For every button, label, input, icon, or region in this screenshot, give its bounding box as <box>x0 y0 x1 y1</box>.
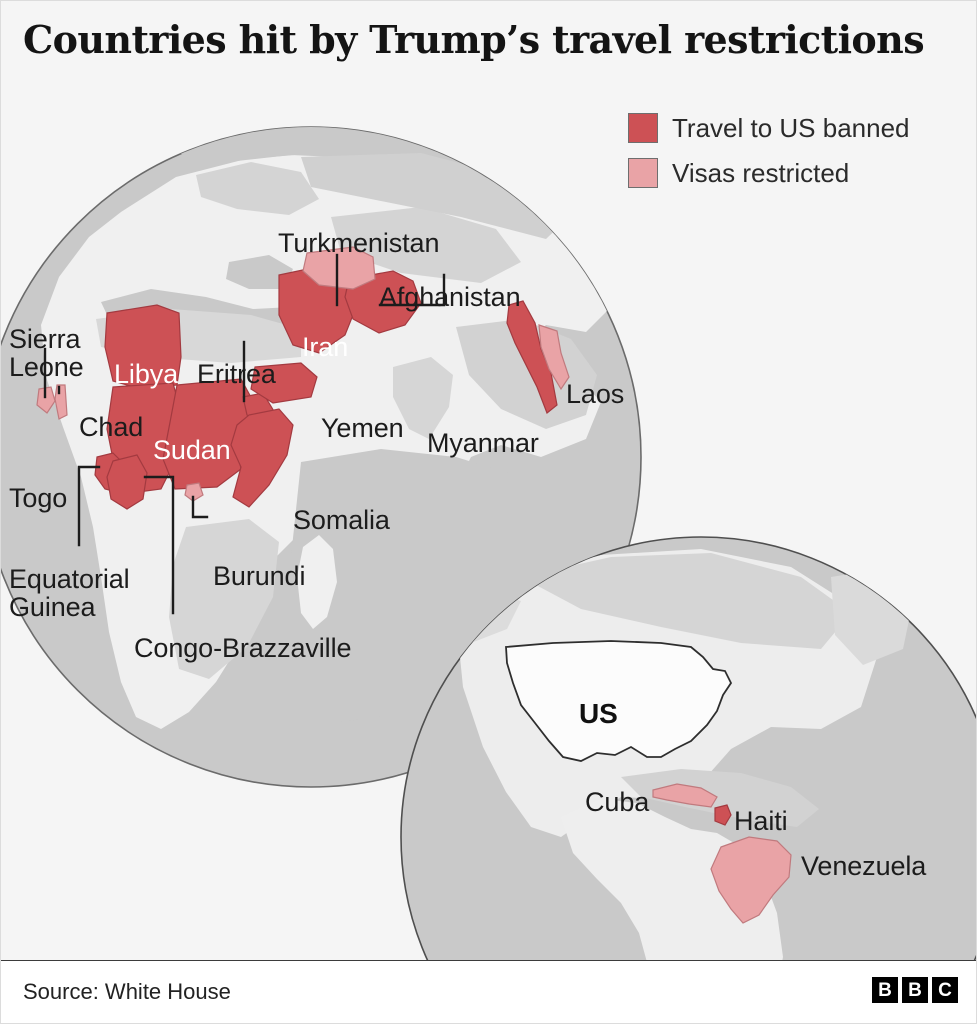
source-attribution: Source: White House <box>23 979 231 1004</box>
legend-swatch-banned <box>628 112 658 143</box>
legend-label-restricted: Visas restricted <box>672 157 850 188</box>
land-canada-shade <box>521 553 851 649</box>
footer: Source: White House B B C <box>1 960 976 1023</box>
land-southern-africa-shade <box>169 519 279 679</box>
legend-label-banned: Travel to US banned <box>672 112 910 143</box>
leader-equatorial-guinea <box>77 465 101 547</box>
leader-afghanistan <box>378 273 446 307</box>
bbc-logo-letter-1: B <box>872 977 898 1003</box>
land-scandinavia-shade <box>196 162 319 215</box>
bbc-logo-letter-2: B <box>902 977 928 1003</box>
country-afghanistan <box>344 270 422 334</box>
land-central-asia-shade <box>331 207 521 283</box>
country-congo-brazzaville <box>106 454 148 510</box>
bbc-logo: B B C <box>872 977 958 1003</box>
country-yemen <box>250 362 318 404</box>
land-madagascar <box>297 535 337 629</box>
land-india-subcontinent <box>393 357 453 439</box>
legend-swatch-restricted <box>628 157 658 188</box>
leader-congo-brazzaville <box>143 475 175 615</box>
country-laos <box>538 324 570 391</box>
country-haiti <box>714 804 732 826</box>
legend-item-restricted: Visas restricted <box>628 150 968 195</box>
country-libya <box>104 304 182 390</box>
country-sierra-leone <box>36 386 56 414</box>
country-somalia <box>230 408 294 508</box>
country-us <box>505 640 733 762</box>
country-burundi <box>184 482 204 502</box>
globe-western-hemisphere <box>400 536 976 963</box>
sea-black-caspian <box>226 255 293 289</box>
legend-item-banned: Travel to US banned <box>628 105 968 150</box>
world-map-graphic <box>1 126 976 963</box>
globe-eastern-leader-lines <box>43 253 446 615</box>
country-turkmenistan <box>302 246 376 290</box>
legend: Travel to US banned Visas restricted <box>628 105 968 195</box>
country-cuba <box>652 783 718 808</box>
land-se-asia-shade <box>456 319 597 429</box>
country-myanmar <box>506 300 558 414</box>
leader-burundi <box>191 495 209 519</box>
page-title: Countries hit by Trump’s travel restrict… <box>23 17 925 62</box>
country-venezuela <box>710 836 792 924</box>
bbc-logo-letter-3: C <box>932 977 958 1003</box>
globe-western-landmasses <box>441 549 913 963</box>
land-caribbean-shade <box>621 769 819 827</box>
